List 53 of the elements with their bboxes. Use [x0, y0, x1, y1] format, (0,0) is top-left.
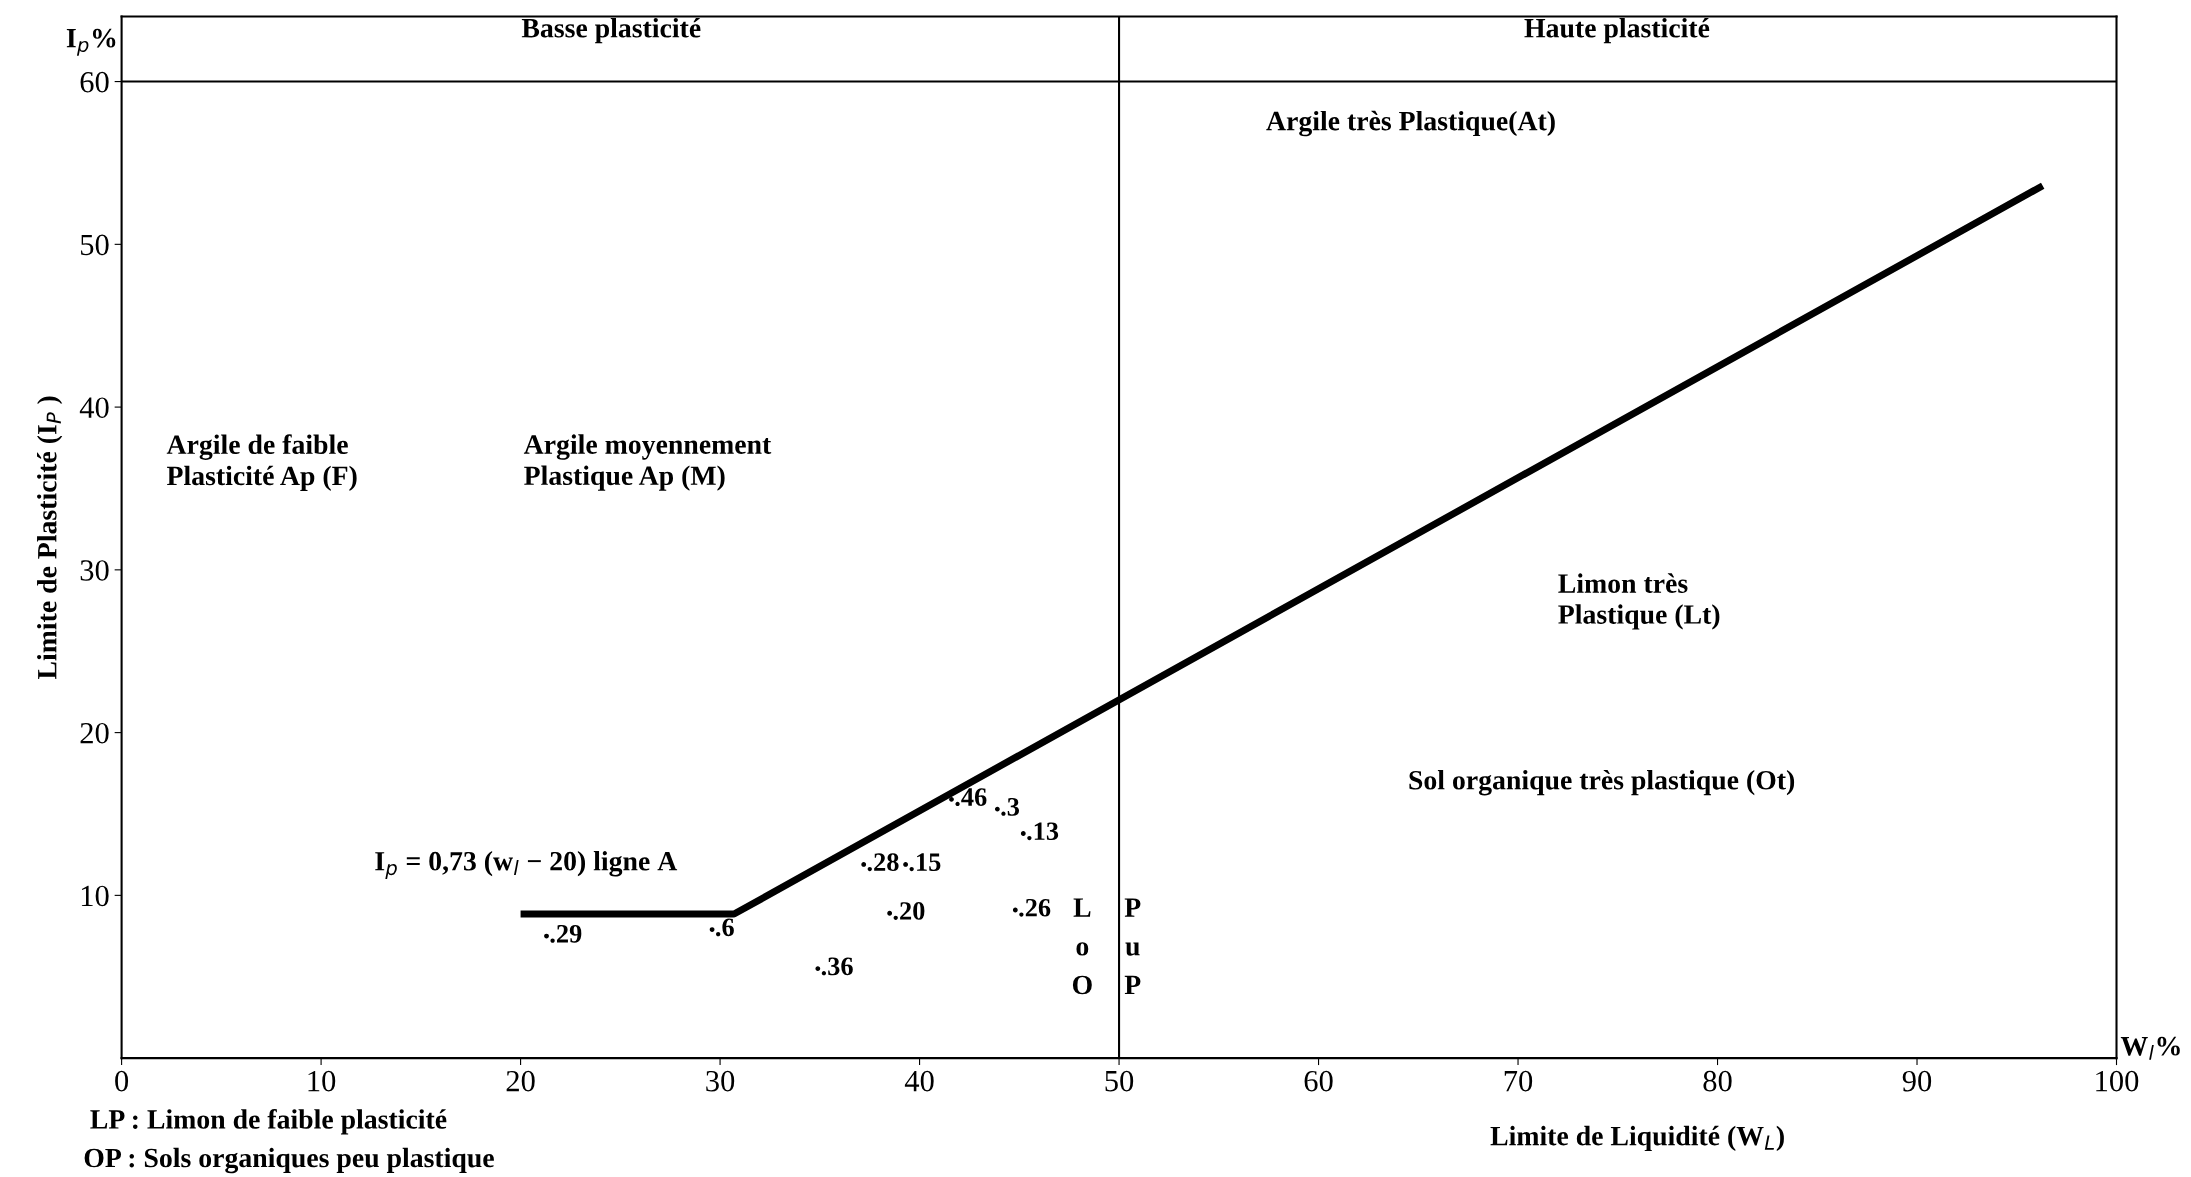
x-tick-label: 60	[1304, 1070, 1333, 1092]
point	[709, 927, 715, 932]
annotation: .20	[893, 902, 925, 920]
annotation: .26	[1019, 898, 1051, 917]
annotation: Haute plasticité	[1524, 17, 1710, 44]
x-axis-title: Limite de Liquidité (W$_{L}$)	[1490, 1125, 1784, 1152]
point	[1012, 907, 1018, 913]
annotation: Argile très Plastique(At)	[1266, 110, 1555, 137]
y-tick-label: 50	[81, 234, 109, 256]
annotation: .15	[909, 853, 941, 872]
point	[1020, 831, 1026, 836]
annotation: .28	[867, 853, 899, 872]
x-tick-label: 100	[2096, 1070, 2139, 1092]
point	[544, 933, 549, 939]
point	[994, 806, 1000, 812]
text: OP : Sols organiques peu plastique	[84, 1147, 494, 1174]
x-tick-label: 0	[115, 1070, 129, 1092]
annotation: .3	[1001, 797, 1020, 816]
x-tick-label: 40	[904, 1070, 934, 1092]
text: LP : Limon de faible plasticité	[90, 1108, 447, 1135]
point	[903, 862, 908, 867]
point	[861, 862, 867, 867]
annotation: Sol organique très plastique (Ot)	[1409, 769, 1795, 796]
annotation: L o O	[1072, 898, 1092, 995]
x-tick-label: 10	[308, 1070, 336, 1092]
y-tick-label: 30	[80, 560, 109, 581]
point	[815, 966, 821, 972]
annotation: I$_{p}$ = 0,73 (w$_{l}$ − 20) ligne A	[375, 851, 678, 879]
x-tick-label: 30	[706, 1070, 735, 1092]
y-tick-label: 10	[81, 885, 109, 907]
point	[949, 796, 954, 802]
annotation: .29	[550, 924, 582, 943]
x-tick-label: 80	[1703, 1070, 1732, 1092]
y-tick-label: 20	[80, 722, 109, 744]
annotation: Basse plasticité	[521, 17, 701, 44]
annotation: .36	[821, 957, 853, 976]
annotation: Argile moyennement Plastique Ap (M)	[523, 434, 772, 491]
annotation: .6	[716, 918, 734, 937]
y-axis-title: Limite de Plasticité (I$_{P}$ )	[37, 396, 63, 680]
y-tick-label: 60	[80, 71, 109, 93]
point	[887, 910, 893, 916]
x-tick-label: 20	[506, 1070, 535, 1092]
text: W$_{l}$%	[2120, 1036, 2180, 1060]
x-tick-label: 50	[1105, 1070, 1134, 1092]
y-tick-label: 40	[79, 397, 109, 418]
annotation: Limon très Plastique (Lt)	[1558, 573, 1720, 630]
annotation: .46	[955, 788, 987, 807]
annotation: P u P	[1124, 898, 1141, 995]
x-tick-label: 90	[1902, 1070, 1932, 1092]
annotation: .13	[1027, 822, 1059, 841]
text: I$_{p}$%	[66, 28, 116, 56]
x-tick-label: 70	[1504, 1070, 1533, 1092]
annotation: Argile de faible Plasticité Ap (F)	[166, 434, 357, 491]
